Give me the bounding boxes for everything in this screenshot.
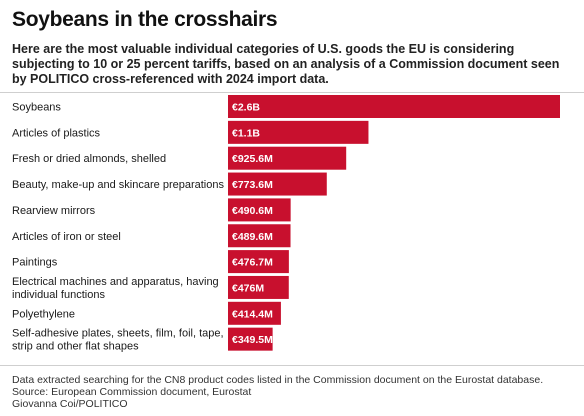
footer-source: Source: European Commission document, Eu… <box>12 386 252 398</box>
data-label: €489.6M <box>232 231 273 243</box>
data-label: €476M <box>232 282 264 294</box>
data-label: €414.4M <box>232 308 273 320</box>
data-label: €773.6M <box>232 179 273 191</box>
footer-credit: Giovanna Coi/POLITICO <box>12 398 128 410</box>
data-label: €2.6B <box>232 102 260 114</box>
category-label: Articles of iron or steel <box>12 231 121 243</box>
bar <box>228 120 369 144</box>
data-label: €349.5M <box>232 334 273 346</box>
bar <box>228 198 291 222</box>
data-label: €490.6M <box>232 205 273 217</box>
bar <box>228 301 281 325</box>
bar <box>228 146 347 170</box>
bar <box>228 224 291 248</box>
footer-note: Data extracted searching for the CN8 pro… <box>12 374 544 386</box>
chart-footer: Data extracted searching for the CN8 pro… <box>12 374 578 410</box>
category-label: Self-adhesive plates, sheets, film, foil… <box>12 328 224 353</box>
category-label: Polyethylene <box>12 308 75 320</box>
bar <box>228 327 273 351</box>
category-label: Soybeans <box>12 102 61 114</box>
category-label: Beauty, make-up and skincare preparation… <box>12 179 224 191</box>
category-label: Paintings <box>12 257 58 269</box>
bar <box>228 95 560 118</box>
data-label: €1.1B <box>232 127 260 139</box>
chart-title: Soybeans in the crosshairs <box>12 8 278 31</box>
data-label: €925.6M <box>232 153 273 165</box>
top-divider <box>0 92 584 93</box>
chart-subtitle: Here are the most valuable individual ca… <box>12 42 560 86</box>
bar <box>228 250 289 274</box>
bar <box>228 172 327 196</box>
bar <box>228 275 289 299</box>
category-label: Fresh or dried almonds, shelled <box>12 153 166 165</box>
data-label: €476.7M <box>232 257 273 269</box>
category-label: Electrical machines and apparatus, havin… <box>12 276 219 301</box>
category-label: Articles of plastics <box>12 127 101 139</box>
bottom-divider <box>0 365 584 366</box>
category-label: Rearview mirrors <box>12 205 96 217</box>
